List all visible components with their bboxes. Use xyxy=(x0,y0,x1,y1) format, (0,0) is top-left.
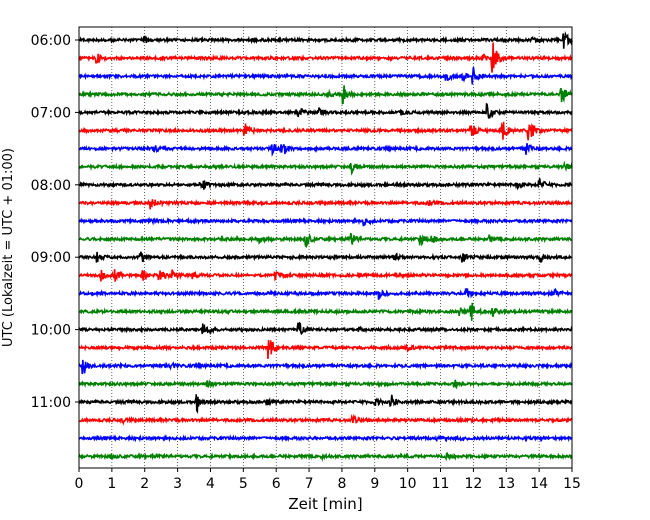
x-tick-label: 0 xyxy=(75,476,84,492)
trace-0745 xyxy=(78,160,573,176)
trace-0930 xyxy=(78,287,573,300)
x-tick-label: 2 xyxy=(140,476,149,492)
x-tick-label: 5 xyxy=(239,476,248,492)
trace-0915 xyxy=(78,269,573,282)
trace-0815 xyxy=(78,198,573,210)
y-axis-label: UTC (Lokalzeit = UTC + 01:00) xyxy=(1,148,16,347)
x-tick-label: 8 xyxy=(337,476,346,492)
x-tick-label: 4 xyxy=(206,476,215,492)
trace-1045 xyxy=(78,378,573,390)
trace-1000 xyxy=(78,321,573,336)
trace-0830 xyxy=(78,216,573,227)
y-tick-label: 06:00 xyxy=(31,33,71,49)
y-tick-label: 09:00 xyxy=(31,250,71,266)
x-tick-label: 11 xyxy=(432,476,450,492)
x-axis-ticks: 0 1 2 3 4 5 6 7 8 9 10 11 12 13 14 15 xyxy=(75,468,581,492)
trace-1100 xyxy=(78,394,573,414)
trace-0945 xyxy=(78,302,573,321)
x-tick-label: 15 xyxy=(563,476,581,492)
trace-0730 xyxy=(78,143,573,158)
x-tick-label: 10 xyxy=(399,476,417,492)
x-tick-label: 6 xyxy=(272,476,281,492)
x-tick-label: 3 xyxy=(173,476,182,492)
y-tick-label: 10:00 xyxy=(31,323,71,339)
y-axis-ticks: 06:00 07:00 08:00 09:00 10:00 11:00 xyxy=(31,33,79,411)
x-tick-label: 14 xyxy=(530,476,548,492)
x-tick-label: 7 xyxy=(305,476,314,492)
trace-0715 xyxy=(78,121,573,141)
x-tick-label: 12 xyxy=(464,476,482,492)
trace-1130 xyxy=(78,433,573,443)
traces xyxy=(78,30,573,463)
trace-0800 xyxy=(78,178,573,191)
y-tick-label: 08:00 xyxy=(31,178,71,194)
trace-0630 xyxy=(78,67,573,85)
plot-frame xyxy=(78,26,573,469)
trace-0845 xyxy=(78,232,573,248)
x-axis-label: Zeit [min] xyxy=(288,495,362,513)
trace-0600 xyxy=(78,30,573,49)
trace-0700 xyxy=(78,102,573,119)
trace-1145 xyxy=(78,451,573,463)
y-tick-label: 07:00 xyxy=(31,105,71,121)
trace-0615 xyxy=(78,42,573,73)
trace-1030 xyxy=(78,359,573,375)
x-tick-label: 9 xyxy=(370,476,379,492)
trace-1015 xyxy=(78,340,573,359)
x-tick-label: 13 xyxy=(497,476,515,492)
trace-0645 xyxy=(78,85,573,105)
y-tick-label: 11:00 xyxy=(31,395,71,411)
trace-1115 xyxy=(78,413,573,426)
trace-0900 xyxy=(78,251,573,263)
x-tick-label: 1 xyxy=(107,476,116,492)
